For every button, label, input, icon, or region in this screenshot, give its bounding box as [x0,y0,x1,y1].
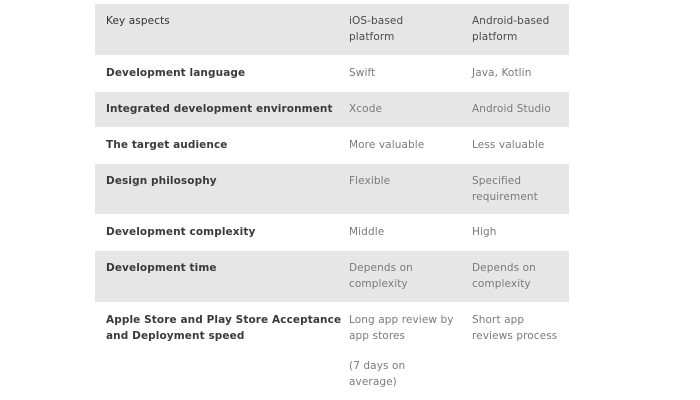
ios-cell: More valuable [349,139,425,151]
ios-cell: Flexible [349,175,391,187]
table-header-row: Key aspects iOS-based platform Android-b… [95,4,569,56]
android-cell: Less valuable [472,139,545,151]
aspect-cell: The target audience [106,139,228,151]
aspect-cell: Development time [106,262,217,274]
aspect-cell: Integrated development environment [106,103,333,115]
table-row: The target audience More valuable Less v… [95,128,569,164]
ios-cell: Swift [349,67,376,79]
android-cell: Short app reviews process [472,314,558,342]
table-row: Integrated development environment Xcode… [95,92,569,128]
comparison-table: Key aspects iOS-based platform Android-b… [95,4,569,395]
aspect-cell: Design philosophy [106,175,217,187]
header-ios-platform: iOS-based platform [349,15,404,43]
header-key-aspects: Key aspects [106,15,170,27]
table-row: Development time Depends on complexity D… [95,251,569,303]
android-cell: High [472,226,497,238]
table-row: Development language Swift Java, Kotlin [95,56,569,92]
ios-cell: Xcode [349,103,383,115]
ios-cell: Depends on complexity [349,262,413,290]
android-cell: Depends on complexity [472,262,536,290]
android-cell: Android Studio [472,103,551,115]
ios-cell: Long app review by app stores (7 days on… [349,314,454,388]
table-row: Development complexity Middle High [95,215,569,251]
aspect-cell: Development complexity [106,226,256,238]
aspect-cell: Apple Store and Play Store Acceptance an… [106,314,342,342]
ios-cell: Middle [349,226,385,238]
android-cell: Java, Kotlin [472,67,532,79]
table-row: Design philosophy Flexible Specified req… [95,164,569,215]
table-row: Apple Store and Play Store Acceptance an… [95,303,569,395]
aspect-cell: Development language [106,67,246,79]
header-android-platform: Android-based platform [472,15,550,43]
android-cell: Specified requirement [472,175,538,203]
